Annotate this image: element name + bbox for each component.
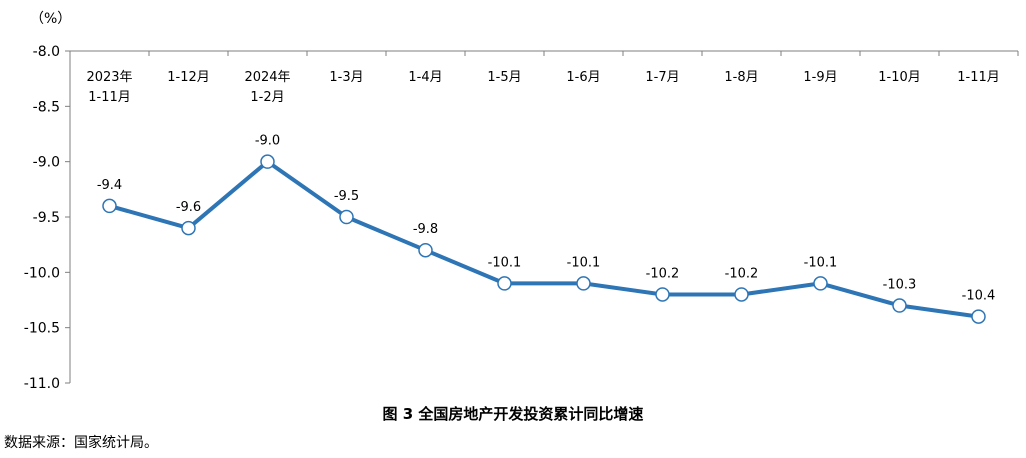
- data-label: -9.6: [176, 200, 201, 215]
- y-unit-label: （%）: [30, 11, 72, 27]
- data-point: [971, 309, 986, 324]
- data-point: [892, 298, 907, 313]
- data-point: [418, 242, 433, 258]
- x-tick-label: 1-10月: [878, 70, 921, 85]
- line-chart: -8.0 -8.5 -9.0 -9.5 -10.0 -10.5 -11.0 2023年 1-11…: [24, 44, 1019, 392]
- x-tick-label: 1-12月: [167, 70, 210, 85]
- data-label: -10.1: [804, 255, 838, 270]
- x-tick-label: 1-9月: [803, 70, 837, 85]
- y-tick-label: -10.0: [24, 265, 60, 281]
- data-point: [734, 287, 749, 302]
- x-tick-label: 1-6月: [566, 70, 600, 85]
- y-tick-label: -11.0: [24, 376, 60, 392]
- x-tick-label: 1-4月: [408, 70, 442, 85]
- data-label: -10.2: [725, 266, 759, 281]
- data-label: -10.4: [962, 289, 996, 304]
- y-tick-label: -10.5: [24, 321, 60, 337]
- data-point: [260, 154, 275, 169]
- data-source-note: 数据来源：国家统计局。: [4, 435, 158, 451]
- data-label: -10.1: [488, 255, 522, 270]
- x-tick-label: 1-7月: [645, 70, 679, 85]
- x-tick-label: 1-3月: [329, 70, 363, 85]
- data-point: [576, 276, 591, 291]
- data-label: -10.3: [883, 278, 917, 293]
- data-label: -9.0: [255, 134, 280, 149]
- y-tick-label: -9.0: [33, 155, 60, 171]
- data-point: [497, 276, 512, 291]
- y-tick-label: -8.0: [33, 44, 60, 60]
- data-point: [655, 287, 670, 302]
- data-point: [181, 220, 196, 236]
- y-tick-label: -8.5: [33, 99, 60, 115]
- data-label: -9.8: [413, 222, 438, 237]
- data-label: -9.4: [97, 178, 122, 193]
- data-point: [339, 209, 354, 225]
- x-tick-label: 1-8月: [724, 70, 758, 85]
- data-label: -9.5: [334, 189, 359, 204]
- x-tick-label: 2024年 1-2月: [244, 70, 290, 105]
- data-label: -10.2: [646, 266, 680, 281]
- y-tick-label: -9.5: [33, 210, 60, 226]
- chart-caption: 图 3 全国房地产开发投资累计同比增速: [382, 405, 644, 423]
- data-point: [813, 276, 828, 291]
- x-tick-label: 2023年 1-11月: [86, 70, 132, 105]
- x-tick-label: 1-5月: [487, 70, 521, 85]
- data-label: -10.1: [567, 255, 601, 270]
- x-tick-label: 1-11月: [957, 70, 1000, 85]
- data-point: [102, 198, 117, 214]
- series-line: [107, 159, 981, 319]
